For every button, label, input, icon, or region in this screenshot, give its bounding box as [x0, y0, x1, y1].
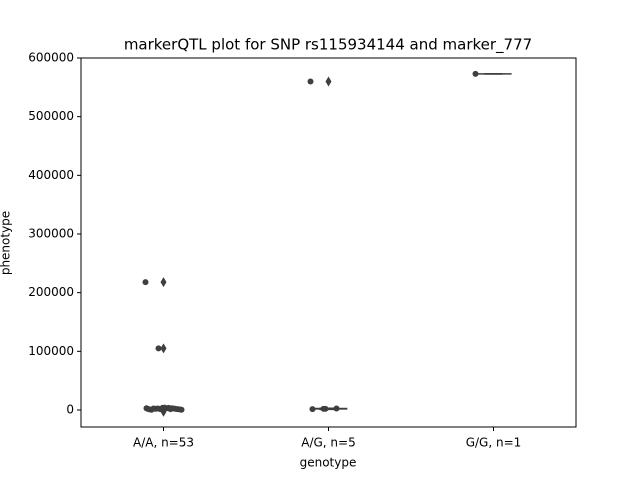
strip-point: [333, 405, 340, 412]
y-tick-label: 0: [66, 402, 74, 416]
strip-point: [307, 78, 314, 85]
strip-point: [167, 406, 174, 413]
strip-point: [156, 405, 163, 412]
y-tick-label: 400000: [28, 168, 74, 182]
x-tick-label: A/G, n=5: [301, 436, 355, 450]
plot-frame: [80, 57, 577, 428]
strip-point: [142, 279, 149, 286]
x-axis-label: genotype: [300, 456, 357, 470]
strip-point: [178, 406, 185, 413]
x-tick-label: A/A, n=53: [133, 436, 194, 450]
x-tick-label: G/G, n=1: [466, 436, 522, 450]
outlier: [325, 76, 332, 87]
y-tick-label: 600000: [28, 51, 74, 65]
strip-point: [155, 345, 162, 352]
strip-point: [472, 70, 479, 77]
strip-point: [309, 406, 316, 413]
y-axis-label: phenotype: [0, 211, 13, 275]
chart-title: markerQTL plot for SNP rs115934144 and m…: [124, 36, 532, 55]
y-tick-label: 200000: [28, 285, 74, 299]
outlier: [160, 343, 167, 354]
outlier: [160, 277, 167, 288]
strip-point: [322, 405, 329, 412]
y-tick-label: 100000: [28, 344, 74, 358]
y-tick-label: 300000: [28, 226, 74, 240]
y-tick-label: 500000: [28, 109, 74, 123]
strip-point: [143, 405, 150, 412]
